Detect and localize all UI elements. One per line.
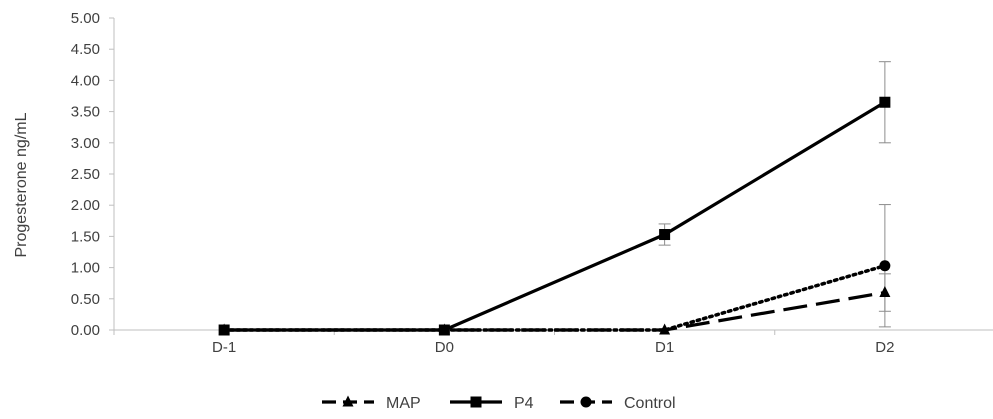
data-point-p4: [659, 229, 671, 241]
y-tick-label: 4.50: [71, 41, 100, 58]
y-tick-label: 2.00: [71, 197, 100, 214]
y-tick-label: 0.00: [71, 322, 100, 339]
y-tick-label: 0.50: [71, 291, 100, 308]
x-tick-label: D-1: [212, 339, 236, 356]
y-tick-label: 1.00: [71, 260, 100, 277]
legend-label: Control: [624, 395, 676, 412]
data-point-control: [879, 260, 891, 272]
series-control: [221, 204, 891, 333]
y-tick-label: 5.00: [71, 10, 100, 27]
series-line-map: [224, 290, 886, 332]
legend-marker: [342, 395, 354, 407]
series-layer: [218, 61, 891, 336]
series-p4: [218, 61, 891, 336]
series-line-control: [222, 263, 887, 332]
y-tick-label: 1.50: [71, 228, 100, 245]
legend: MAP P4 Control: [322, 395, 676, 412]
legend-marker: [470, 396, 482, 408]
data-point-map: [879, 286, 891, 298]
data-point-p4: [438, 324, 450, 336]
data-point-p4: [218, 324, 230, 336]
legend-item-map: MAP: [322, 395, 421, 412]
y-tick-label: 2.50: [71, 166, 100, 183]
x-tick-label: D2: [875, 339, 894, 356]
legend-label: P4: [514, 395, 534, 412]
data-point-p4: [879, 96, 891, 108]
x-tick-label: D1: [655, 339, 674, 356]
legend-marker: [580, 396, 592, 408]
legend-label: MAP: [386, 395, 421, 412]
series-line-p4: [224, 100, 886, 332]
y-axis-title: Progesterone ng/mL: [13, 112, 30, 257]
data-point-map: [659, 323, 671, 335]
y-tick-label: 3.50: [71, 104, 100, 121]
legend-item-control: Control: [560, 395, 676, 412]
x-tick-label: D0: [435, 339, 454, 356]
y-tick-label: 4.00: [71, 72, 100, 89]
axes: 0.00 0.50 1.00 1.50 2.00 2.50 3.00 3.50 4.00 4.50…: [71, 10, 993, 356]
legend-item-p4: P4: [450, 395, 534, 412]
y-tick-label: 3.00: [71, 135, 100, 152]
